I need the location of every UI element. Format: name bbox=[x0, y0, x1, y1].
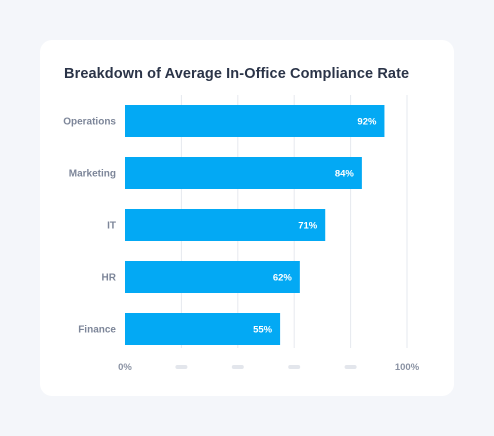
bar bbox=[125, 157, 362, 189]
x-tick-label: 100% bbox=[395, 362, 420, 373]
bar bbox=[125, 313, 281, 345]
bar bbox=[125, 209, 326, 241]
x-axis: 0% 100% bbox=[118, 362, 420, 373]
bar-chart: Operations 92% Marketing 84% IT 71% HR 62% Finan… bbox=[63, 95, 420, 373]
chart-title: Breakdown of Average In-Office Complianc… bbox=[64, 66, 410, 82]
x-tick-placeholder bbox=[344, 365, 357, 369]
data-label: 62% bbox=[273, 273, 293, 284]
x-tick-label: 0% bbox=[118, 362, 132, 373]
category-label: Finance bbox=[78, 325, 116, 336]
category-label: IT bbox=[107, 221, 116, 232]
data-label: 84% bbox=[335, 169, 355, 180]
data-label: 55% bbox=[253, 325, 273, 336]
category-label: Marketing bbox=[69, 169, 116, 180]
category-label: HR bbox=[102, 273, 117, 284]
data-label: 71% bbox=[298, 221, 318, 232]
x-tick-placeholder bbox=[288, 365, 301, 369]
chart-card: Breakdown of Average In-Office Complianc… bbox=[40, 40, 454, 396]
data-label: 92% bbox=[357, 117, 377, 128]
bars: Operations 92% Marketing 84% IT 71% HR 62% Finan… bbox=[63, 105, 385, 345]
x-tick-placeholder bbox=[175, 365, 188, 369]
bar bbox=[125, 261, 300, 293]
category-label: Operations bbox=[63, 117, 116, 128]
bar bbox=[125, 105, 385, 137]
x-tick-placeholder bbox=[231, 365, 244, 369]
